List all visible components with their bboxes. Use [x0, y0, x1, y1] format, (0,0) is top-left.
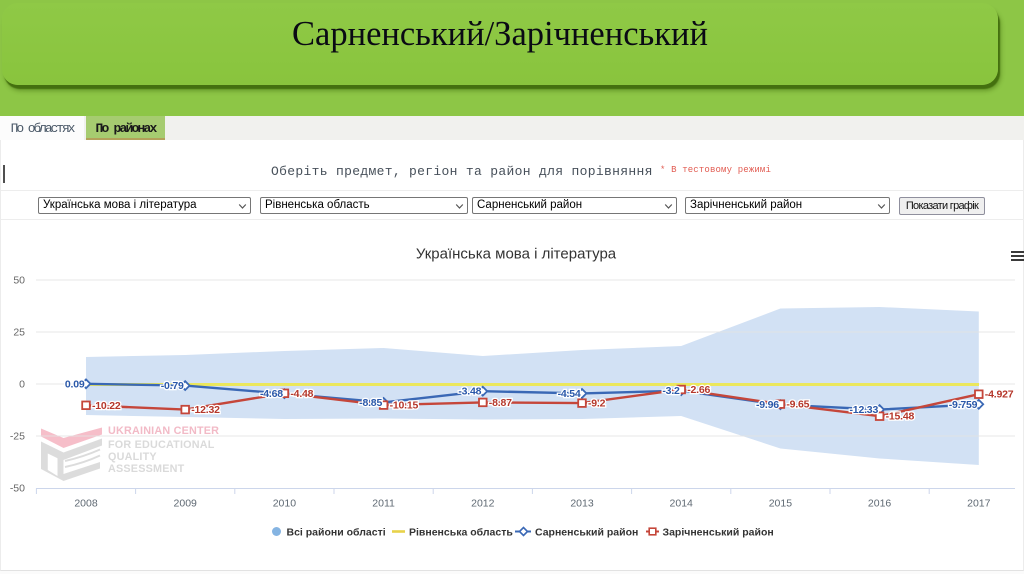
svg-text:2010: 2010 [273, 498, 297, 510]
svg-text:ASSESSMENT: ASSESSMENT [108, 463, 185, 475]
svg-text:2008: 2008 [74, 498, 98, 510]
svg-text:2011: 2011 [372, 498, 395, 510]
svg-text:-4.48: -4.48 [290, 388, 313, 400]
svg-text:25: 25 [13, 327, 25, 339]
svg-text:FOR EDUCATIONAL: FOR EDUCATIONAL [108, 439, 215, 451]
svg-text:-10.15: -10.15 [390, 400, 419, 412]
svg-text:0.09: 0.09 [65, 378, 85, 390]
svg-text:-9.96: -9.96 [756, 399, 779, 411]
svg-text:-10.22: -10.22 [92, 400, 121, 412]
svg-text:50: 50 [13, 275, 25, 287]
svg-text:-4.54: -4.54 [558, 388, 581, 400]
svg-text:-3.48: -3.48 [458, 386, 481, 398]
svg-text:2009: 2009 [174, 498, 198, 510]
svg-text:-2.66: -2.66 [687, 384, 710, 396]
svg-text:-12.33: -12.33 [850, 404, 879, 416]
svg-text:-3.2: -3.2 [662, 385, 680, 397]
svg-text:2013: 2013 [570, 498, 594, 510]
svg-text:2016: 2016 [868, 498, 892, 510]
svg-text:2014: 2014 [670, 498, 694, 510]
svg-text:-8.87: -8.87 [489, 397, 512, 409]
svg-text:-4.927: -4.927 [985, 389, 1014, 401]
svg-text:Всі райони області: Всі райони області [287, 527, 386, 539]
svg-text:Рівненська область: Рівненська область [409, 527, 513, 539]
svg-text:0: 0 [19, 379, 25, 391]
svg-text:-0.79: -0.79 [161, 380, 184, 392]
svg-text:-9.65: -9.65 [786, 399, 809, 411]
svg-text:Зарічненський район: Зарічненський район [663, 527, 774, 539]
svg-text:2015: 2015 [769, 498, 793, 510]
svg-text:UKRAINIAN CENTER: UKRAINIAN CENTER [108, 425, 219, 437]
svg-text:-4.68: -4.68 [260, 388, 283, 400]
svg-text:QUALITY: QUALITY [108, 451, 157, 463]
svg-text:-9.759: -9.759 [949, 399, 978, 411]
svg-text:-9.2: -9.2 [588, 398, 606, 410]
svg-text:Сарненський район: Сарненський район [535, 527, 638, 539]
svg-text:-25: -25 [10, 431, 25, 443]
svg-text:-15.48: -15.48 [886, 411, 915, 423]
svg-text:2012: 2012 [471, 498, 495, 510]
svg-text:-8.85: -8.85 [359, 397, 382, 409]
svg-text:Українська мова і література: Українська мова і література [416, 246, 617, 263]
svg-text:-50: -50 [10, 483, 25, 495]
svg-text:2017: 2017 [967, 498, 991, 510]
svg-text:-12.32: -12.32 [191, 404, 220, 416]
